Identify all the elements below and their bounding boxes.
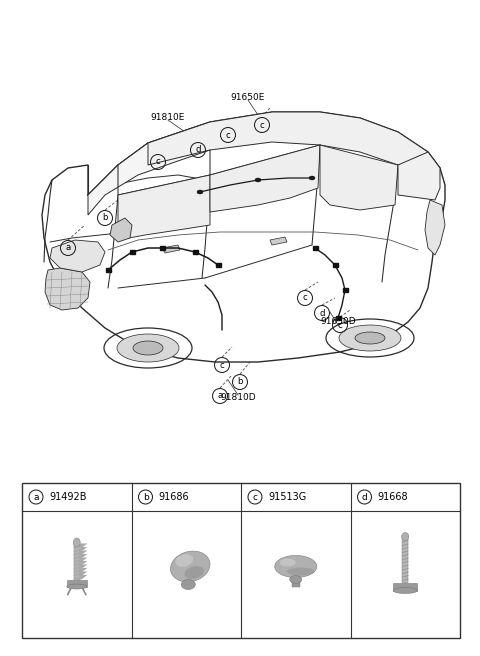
Polygon shape: [88, 122, 210, 215]
Text: 91650D: 91650D: [320, 318, 356, 327]
Text: a: a: [33, 493, 39, 501]
Ellipse shape: [197, 190, 203, 194]
FancyArrow shape: [73, 571, 87, 577]
Polygon shape: [50, 240, 105, 272]
Bar: [106, 268, 110, 272]
Ellipse shape: [290, 575, 302, 583]
Text: 91686: 91686: [158, 492, 189, 502]
FancyArrow shape: [73, 558, 87, 563]
Text: d: d: [195, 146, 201, 155]
FancyArrow shape: [73, 568, 87, 573]
Bar: [22, 483, 460, 638]
Polygon shape: [425, 200, 445, 255]
Ellipse shape: [393, 588, 417, 594]
Ellipse shape: [309, 176, 315, 180]
Bar: [67, 579, 87, 586]
Polygon shape: [320, 145, 398, 210]
Ellipse shape: [280, 558, 296, 567]
Bar: [343, 288, 348, 292]
Ellipse shape: [255, 178, 261, 182]
FancyArrow shape: [73, 564, 87, 570]
Polygon shape: [210, 145, 320, 212]
FancyArrow shape: [73, 554, 87, 560]
Bar: [192, 250, 197, 254]
Text: d: d: [361, 493, 367, 501]
Text: 91513G: 91513G: [268, 492, 306, 502]
Text: a: a: [217, 392, 223, 401]
Polygon shape: [398, 152, 440, 200]
Text: 91650E: 91650E: [231, 94, 265, 102]
Bar: [159, 246, 165, 250]
Ellipse shape: [275, 556, 317, 577]
Text: c: c: [226, 131, 230, 140]
Ellipse shape: [339, 325, 401, 351]
FancyArrow shape: [73, 543, 87, 549]
Ellipse shape: [67, 584, 87, 589]
Polygon shape: [118, 175, 210, 240]
Ellipse shape: [73, 538, 80, 547]
Ellipse shape: [175, 554, 193, 567]
Ellipse shape: [181, 579, 195, 590]
Text: d: d: [319, 308, 325, 318]
Bar: [216, 263, 220, 267]
Text: c: c: [302, 293, 307, 302]
Text: b: b: [237, 377, 243, 386]
Ellipse shape: [170, 551, 210, 582]
Ellipse shape: [355, 332, 385, 344]
Text: c: c: [156, 157, 160, 167]
FancyArrow shape: [73, 561, 87, 566]
Text: a: a: [65, 243, 71, 253]
Bar: [333, 263, 337, 267]
Bar: [312, 246, 317, 250]
Text: b: b: [143, 493, 148, 501]
Ellipse shape: [184, 566, 204, 579]
Ellipse shape: [402, 533, 409, 541]
Bar: [402, 535, 408, 583]
FancyArrow shape: [73, 547, 87, 552]
Text: 91810E: 91810E: [151, 113, 185, 123]
Ellipse shape: [287, 567, 315, 575]
Text: b: b: [102, 213, 108, 222]
Text: c: c: [337, 321, 342, 329]
FancyArrow shape: [73, 550, 87, 556]
Polygon shape: [162, 245, 180, 253]
Polygon shape: [148, 112, 440, 168]
Bar: [393, 583, 417, 590]
Text: 91668: 91668: [377, 492, 408, 502]
Polygon shape: [110, 218, 132, 242]
Text: 91810D: 91810D: [220, 394, 256, 403]
Polygon shape: [45, 268, 90, 310]
Text: c: c: [252, 493, 257, 501]
Ellipse shape: [117, 334, 179, 362]
Text: c: c: [260, 121, 264, 129]
Polygon shape: [270, 237, 287, 245]
FancyArrow shape: [73, 575, 87, 581]
Ellipse shape: [133, 341, 163, 355]
Bar: [130, 250, 134, 254]
Text: c: c: [220, 361, 224, 369]
Text: 91492B: 91492B: [49, 492, 86, 502]
Bar: [74, 544, 80, 579]
Bar: [292, 577, 300, 586]
Bar: [336, 316, 340, 320]
